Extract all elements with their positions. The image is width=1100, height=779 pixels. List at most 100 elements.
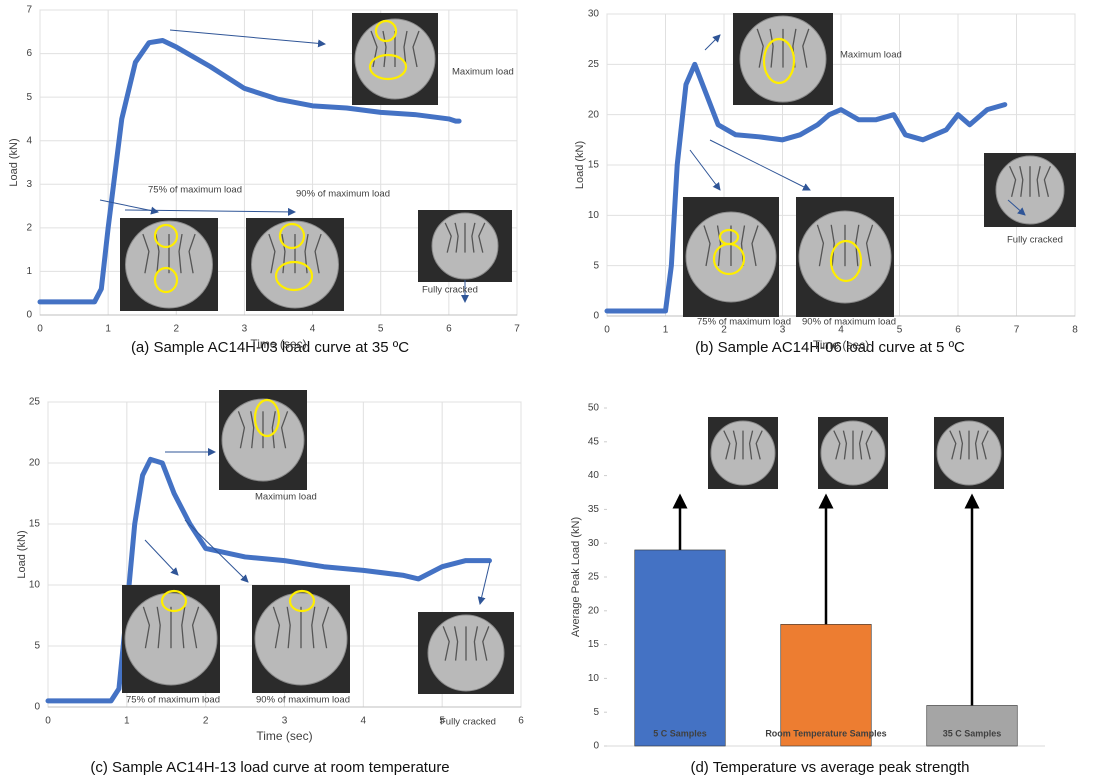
x-tick-label: 4 — [838, 325, 844, 336]
photo-crack — [703, 225, 711, 267]
y-tick-label: 15 — [588, 160, 600, 171]
photo-crack — [1043, 165, 1051, 197]
photo-crack — [716, 225, 722, 267]
specimen-photo — [418, 210, 512, 282]
y-tick-label: 15 — [29, 519, 41, 530]
x-tick-label: 2 — [203, 716, 209, 727]
specimen-photo — [252, 585, 350, 693]
photo-crack — [311, 606, 316, 649]
photo-crack — [1036, 166, 1041, 197]
photo-crack — [802, 28, 810, 68]
x-tick-label: 1 — [105, 324, 111, 335]
photo-crack — [981, 430, 989, 460]
photo-crack — [156, 606, 161, 649]
highlight-ellipse — [278, 222, 306, 250]
x-tick-label: 7 — [1014, 325, 1020, 336]
photo-crack — [237, 411, 246, 449]
photo-crack — [755, 430, 763, 460]
annotation: Fully cracked — [1007, 235, 1063, 246]
y-tick-label: 5 — [593, 707, 599, 718]
y-tick-label: 0 — [34, 702, 40, 713]
photo-crack — [280, 411, 289, 449]
y-tick-label: 35 — [588, 504, 600, 515]
x-tick-label: 4 — [361, 716, 367, 727]
x-tick-label: 3 — [282, 716, 288, 727]
y-tick-label: 30 — [588, 538, 600, 549]
photo-crack — [142, 606, 151, 649]
y-tick-label: 30 — [588, 9, 600, 20]
y-tick-label: 5 — [593, 260, 599, 271]
photo-crack — [769, 28, 774, 68]
x-axis-title: Time (sec) — [256, 729, 312, 743]
specimen-photo — [818, 417, 888, 489]
y-tick-label: 25 — [588, 572, 600, 583]
photo-crack — [188, 233, 196, 274]
y-tick-label: 4 — [26, 135, 32, 146]
specimen-photo — [708, 417, 778, 489]
specimen-photo — [418, 612, 514, 694]
y-tick-label: 5 — [34, 641, 40, 652]
photo-crack — [281, 233, 286, 274]
photo-crack — [444, 222, 452, 253]
photo-crack — [732, 430, 738, 460]
y-tick-label: 25 — [588, 59, 600, 70]
photo-crack — [178, 233, 183, 274]
photo-crack — [271, 411, 276, 449]
photo-crack — [842, 430, 848, 460]
caption: (a) Sample AC14H-03 load curve at 35 ºC — [131, 339, 409, 356]
category-label: 5 C Samples — [653, 728, 707, 738]
photo-crack — [314, 233, 322, 274]
y-tick-label: 0 — [593, 741, 599, 752]
photo-crack — [321, 606, 330, 649]
x-tick-label: 1 — [124, 716, 130, 727]
x-tick-label: 6 — [446, 324, 452, 335]
y-axis-title: Average Peak Load (kN) — [570, 517, 582, 637]
photo-crack — [155, 233, 160, 274]
y-tick-label: 1 — [26, 266, 32, 277]
photo-crack — [858, 430, 864, 460]
annotation-arrow — [124, 207, 296, 216]
y-tick-label: 0 — [593, 311, 599, 322]
x-tick-label: 3 — [242, 324, 248, 335]
photo-crack — [723, 430, 731, 460]
y-tick-label: 20 — [588, 605, 600, 616]
x-tick-label: 6 — [518, 716, 524, 727]
photo-crack — [181, 606, 186, 649]
specimen-photo — [984, 153, 1076, 227]
annotation: 90% of maximum load — [296, 189, 390, 200]
highlight-ellipse — [160, 589, 188, 613]
x-tick-label: 7 — [514, 324, 520, 335]
annotation-arrow — [477, 561, 491, 605]
annotation-arrow — [709, 139, 811, 191]
photo-crack — [286, 606, 291, 649]
x-tick-label: 2 — [174, 324, 180, 335]
highlight-ellipse — [153, 266, 179, 294]
y-axis-title: Load (kN) — [8, 138, 20, 186]
annotation: Maximum load — [255, 492, 317, 503]
photo-crack — [958, 430, 964, 460]
photo-crack — [756, 28, 764, 68]
x-axis-title: Time (sec) — [813, 338, 869, 352]
x-tick-label: 5 — [897, 325, 903, 336]
specimen-photo — [796, 197, 894, 317]
x-axis-title: Time (sec) — [250, 337, 306, 351]
y-tick-label: 0 — [26, 310, 32, 321]
photo-crack — [482, 626, 490, 661]
photo-crack — [865, 430, 873, 460]
highlight-ellipse — [288, 589, 316, 613]
x-tick-label: 5 — [378, 324, 384, 335]
highlight-ellipse — [274, 260, 314, 292]
y-tick-label: 50 — [588, 403, 600, 414]
highlight-ellipse — [829, 239, 863, 283]
highlight-ellipse — [153, 223, 179, 249]
photo-crack — [1009, 165, 1017, 197]
photo-crack — [855, 224, 860, 267]
specimen-photo — [352, 13, 438, 105]
photo-crack — [830, 224, 835, 267]
photo-crack — [740, 225, 746, 267]
specimen-photo — [122, 585, 220, 693]
y-tick-label: 20 — [29, 458, 41, 469]
y-tick-label: 5 — [26, 92, 32, 103]
photo-crack — [453, 626, 459, 661]
